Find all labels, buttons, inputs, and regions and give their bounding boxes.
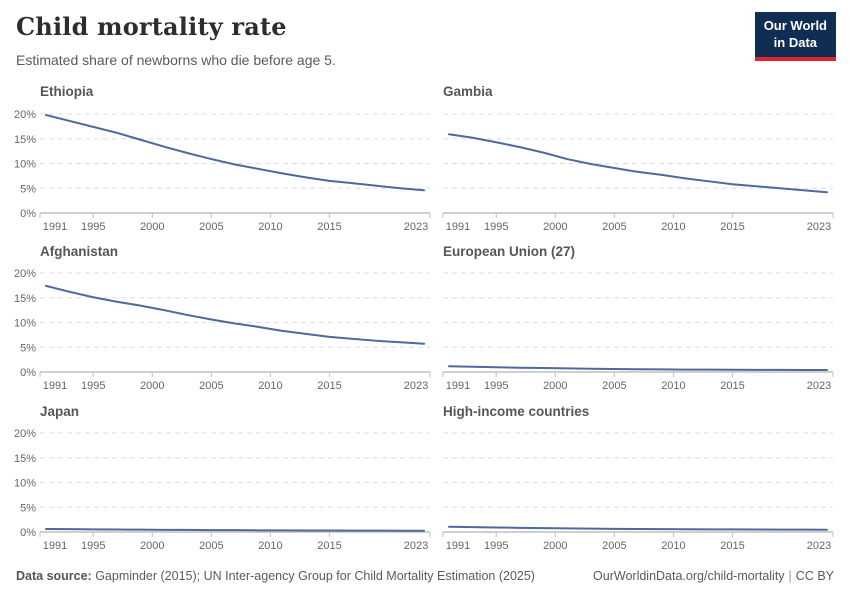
y-tick-label: 20%: [14, 109, 36, 121]
page-title: Child mortality rate: [16, 12, 287, 41]
x-tick-label: 2023: [807, 540, 831, 552]
data-line-high-income-countries: [448, 525, 828, 531]
owid-logo-line1: Our World: [763, 18, 827, 33]
y-tick-label: 10%: [14, 318, 36, 330]
x-tick-label: 2015: [720, 380, 744, 392]
owid-logo-line2: in Data: [773, 34, 818, 50]
x-tick-label: 2005: [199, 221, 223, 233]
data-source-text: Gapminder (2015); UN Inter-agency Group …: [91, 569, 535, 583]
x-tick-label: 2000: [543, 380, 567, 392]
facet-chart-japan: 1991 1995 2000 2005 2010 2015 2023 0% 5% 10% 15% 20…: [14, 428, 431, 552]
data-line-afghanistan: [45, 284, 425, 345]
x-tick-label: 2010: [258, 221, 282, 233]
x-tick-label: 2005: [602, 380, 626, 392]
data-source-label: Data source:: [16, 569, 92, 583]
x-tick-label: 2015: [317, 221, 341, 233]
canonical-url-link[interactable]: OurWorldinData.org/child-mortality: [593, 569, 785, 583]
y-tick-label: 5%: [20, 342, 36, 354]
x-tick-label: 2010: [661, 221, 685, 233]
footer-links: OurWorldinData.org/child-mortality | CC BY: [593, 569, 834, 583]
facet-title-ethiopia: Ethiopia: [40, 84, 94, 99]
x-tick-label: 2005: [199, 540, 223, 552]
owid-logo[interactable]: Our World in Data: [754, 12, 836, 61]
x-tick-label: 2000: [140, 380, 164, 392]
y-tick-label: 5%: [20, 502, 36, 514]
x-tick-label: 2000: [543, 540, 567, 552]
facet-chart-high-income-countries: 1991 1995 2000 2005 2010 2015 2023: [442, 432, 834, 552]
facet-chart-gambia: 1991 1995 2000 2005 2010 2015 2023: [442, 113, 834, 233]
y-tick-label: 20%: [14, 428, 36, 440]
facet-title-gambia: Gambia: [443, 84, 493, 99]
x-tick-label: 1995: [484, 380, 508, 392]
y-tick-label: 10%: [14, 478, 36, 490]
x-tick-label: 2010: [258, 540, 282, 552]
data-line-japan: [45, 528, 425, 532]
x-tick-label: 2015: [720, 540, 744, 552]
x-tick-label: 2015: [317, 380, 341, 392]
x-tick-label: 2010: [661, 380, 685, 392]
x-tick-label: 2000: [140, 540, 164, 552]
footer-separator: |: [788, 569, 792, 583]
facet-chart-afghanistan: 1991 1995 2000 2005 2010 2015 2023 0% 5% 10% 15% 20…: [14, 268, 431, 392]
x-tick-label: 2023: [404, 540, 428, 552]
x-tick-label: 1991: [43, 380, 67, 392]
license-link[interactable]: CC BY: [795, 569, 834, 583]
y-tick-label: 15%: [14, 134, 36, 146]
page-subtitle: Estimated share of newborns who die befo…: [16, 52, 336, 68]
y-tick-label: 5%: [20, 183, 36, 195]
x-tick-label: 2010: [661, 540, 685, 552]
x-tick-label: 2023: [807, 221, 831, 233]
x-tick-label: 2005: [199, 380, 223, 392]
x-tick-label: 2015: [720, 221, 744, 233]
y-tick-label: 10%: [14, 159, 36, 171]
y-tick-label: 0%: [20, 208, 36, 220]
x-tick-label: 1995: [484, 540, 508, 552]
facet-chart-ethiopia: 1991 1995 2000 2005 2010 2015 2023 0% 5% 10% 15% 20…: [14, 109, 431, 233]
data-line-european-union-27: [448, 365, 828, 372]
x-tick-label: 2000: [543, 221, 567, 233]
x-tick-label: 2023: [807, 380, 831, 392]
facet-title-japan: Japan: [40, 404, 80, 419]
facet-title-afghanistan: Afghanistan: [40, 244, 119, 259]
y-tick-label: 0%: [20, 527, 36, 539]
y-tick-label: 0%: [20, 367, 36, 379]
y-tick-label: 20%: [14, 268, 36, 280]
x-tick-label: 1995: [81, 380, 105, 392]
data-line-ethiopia: [45, 113, 425, 192]
x-tick-label: 2000: [140, 221, 164, 233]
x-tick-label: 2023: [404, 221, 428, 233]
data-line-gambia: [448, 133, 828, 194]
x-tick-label: 1995: [81, 540, 105, 552]
facet-title-high-income-countries: High-income countries: [443, 404, 590, 419]
facet-chart-european-union-27: 1991 1995 2000 2005 2010 2015 2023: [442, 272, 834, 392]
facet-title-european-union-27: European Union (27): [443, 244, 576, 259]
x-tick-label: 1991: [446, 221, 470, 233]
x-tick-label: 1991: [446, 380, 470, 392]
x-tick-label: 2010: [258, 380, 282, 392]
y-tick-label: 15%: [14, 453, 36, 465]
x-tick-label: 1991: [43, 221, 67, 233]
x-tick-label: 2015: [317, 540, 341, 552]
x-tick-label: 1995: [81, 221, 105, 233]
x-tick-label: 2023: [404, 380, 428, 392]
x-tick-label: 2005: [602, 540, 626, 552]
x-tick-label: 1991: [446, 540, 470, 552]
y-tick-label: 15%: [14, 293, 36, 305]
x-tick-label: 1995: [484, 221, 508, 233]
x-tick-label: 1991: [43, 540, 67, 552]
x-tick-label: 2005: [602, 221, 626, 233]
data-source-note: Data source: Gapminder (2015); UN Inter-…: [16, 569, 535, 583]
